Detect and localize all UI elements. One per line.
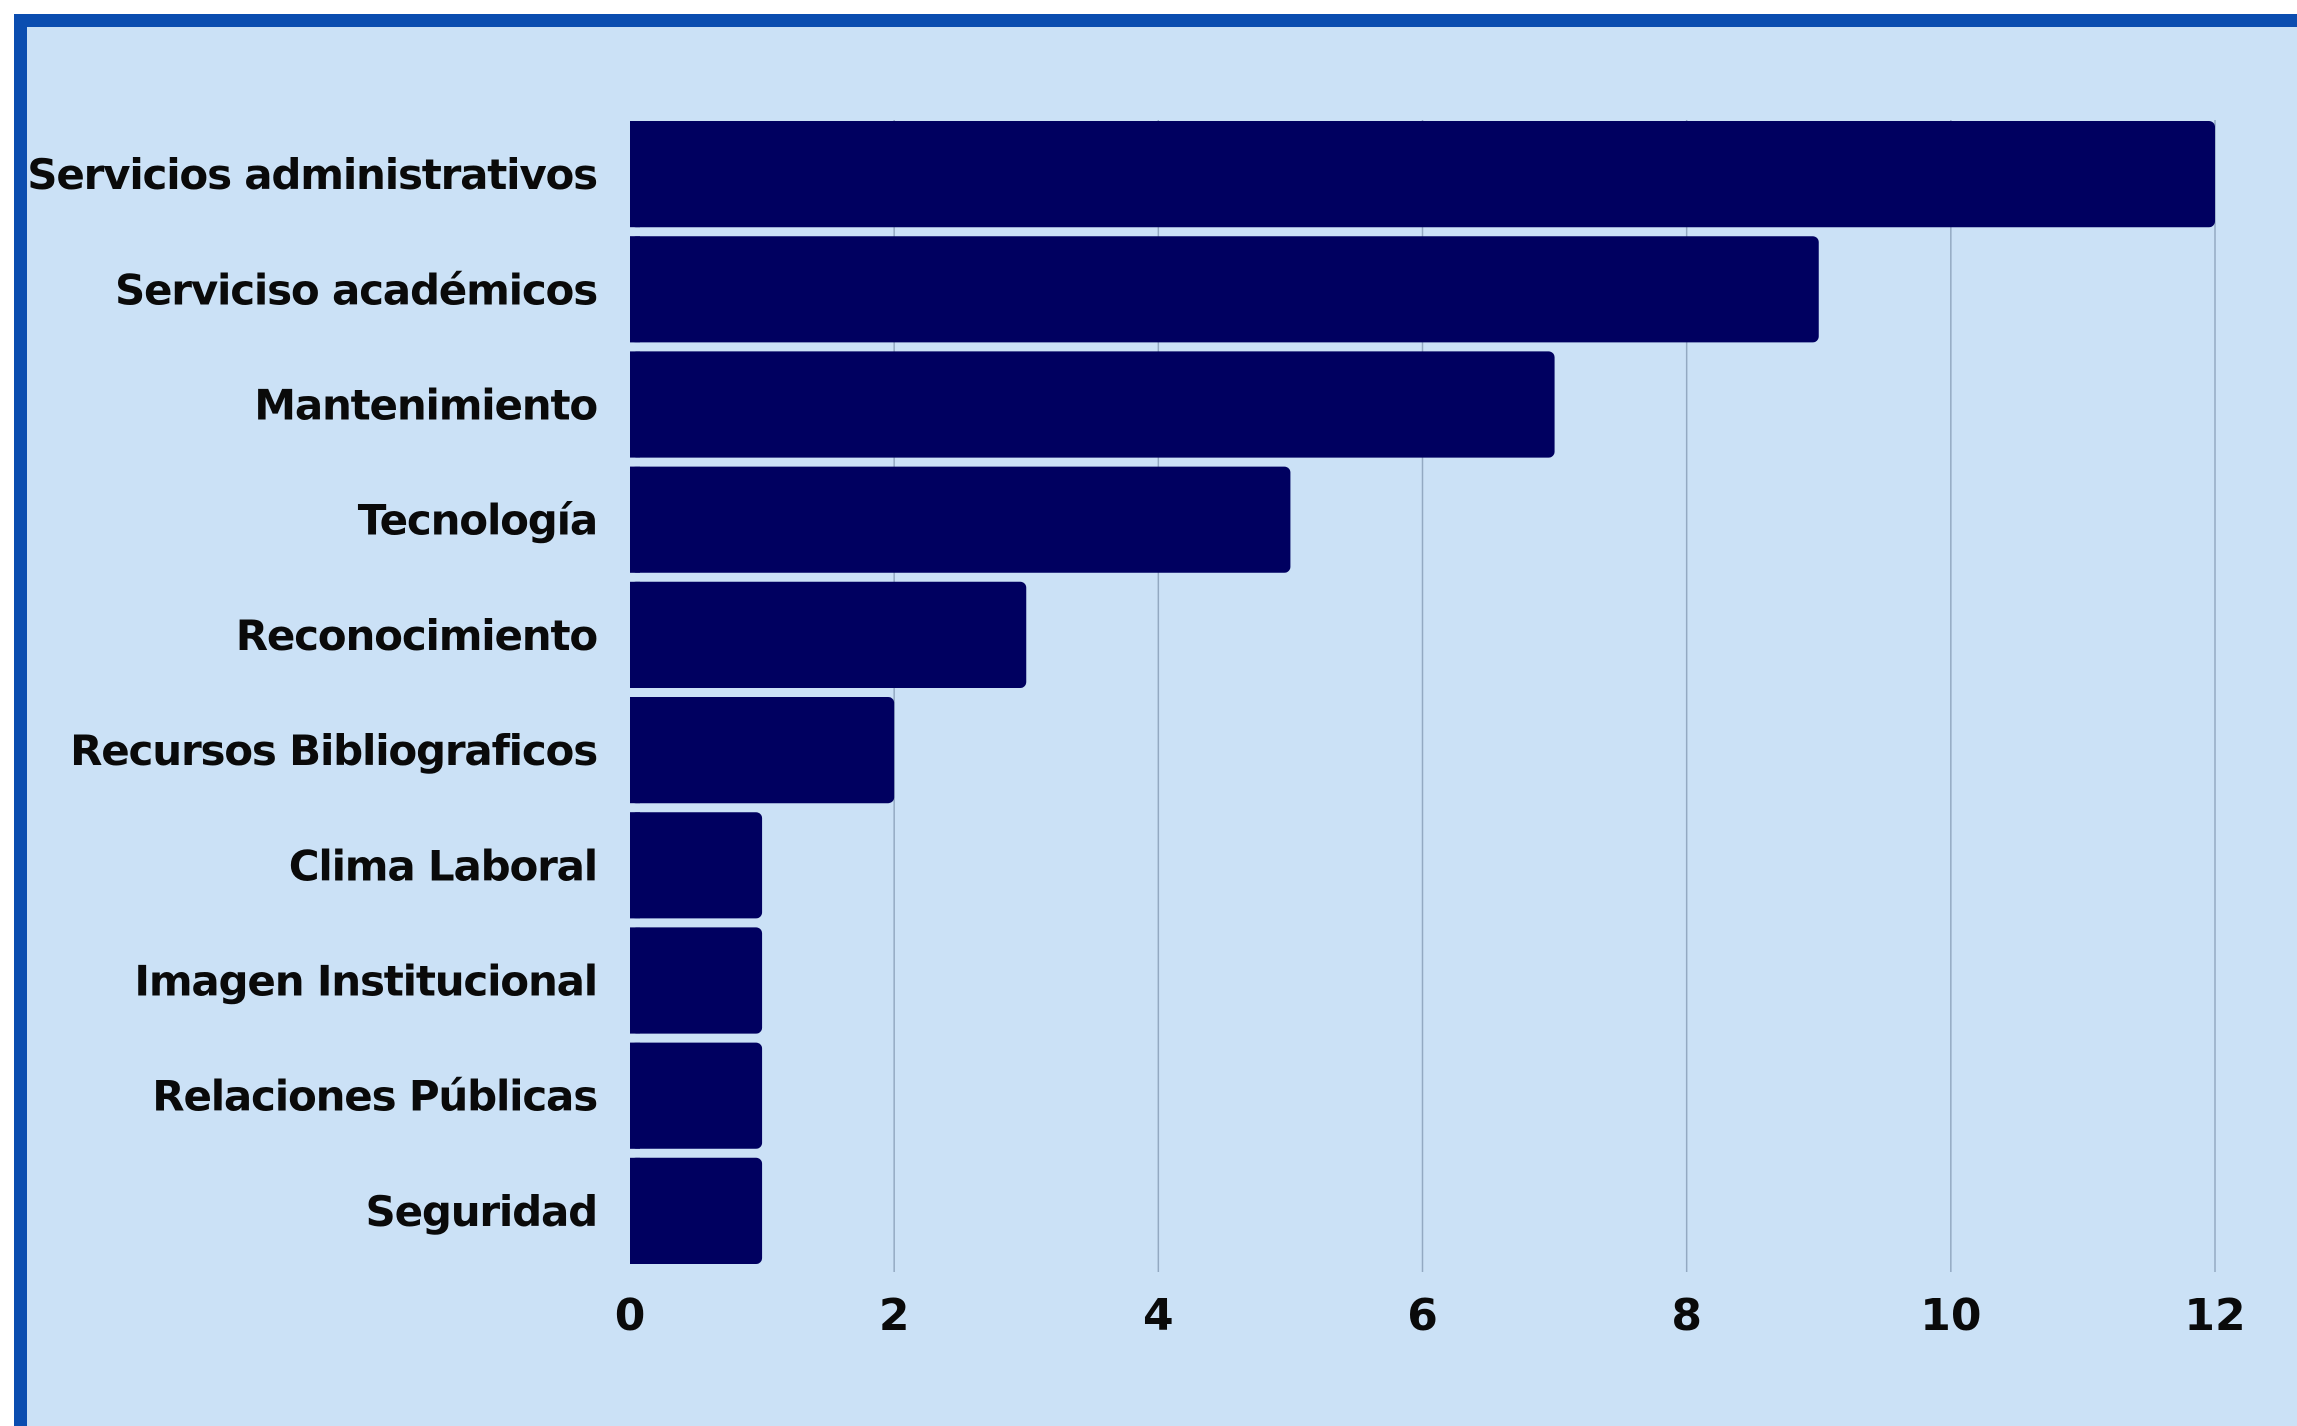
x-tick-label: 12: [2184, 1290, 2245, 1341]
bar-edge: [630, 927, 640, 1034]
bar: [630, 236, 1819, 343]
bar-edge: [630, 697, 640, 804]
bar-edge: [630, 581, 640, 688]
bar-edge: [630, 351, 640, 458]
category-label: Recursos Bibliograficos: [70, 726, 597, 775]
category-label: Reconocimiento: [236, 611, 598, 660]
bar: [630, 1157, 763, 1264]
category-label: Tecnología: [358, 496, 597, 545]
x-tick-label: 0: [615, 1290, 646, 1341]
category-label: Servicios administrativos: [27, 150, 597, 199]
bar: [630, 351, 1555, 458]
bar-edge: [630, 121, 640, 228]
category-label: Relaciones Públicas: [152, 1072, 597, 1121]
bars: [630, 121, 2215, 1264]
bar-edge: [630, 812, 640, 919]
x-tick-label: 8: [1671, 1290, 1702, 1341]
bar: [630, 1042, 763, 1149]
bar: [630, 466, 1291, 573]
x-axis-ticks: 0 2 4 6 8 10 12: [615, 1290, 2246, 1341]
category-label: Imagen Institucional: [134, 957, 597, 1006]
bar: [630, 697, 895, 804]
bar-edge: [630, 466, 640, 573]
x-tick-label: 6: [1407, 1290, 1438, 1341]
category-label: Seguridad: [366, 1187, 597, 1236]
category-label: Serviciso académicos: [115, 265, 597, 314]
category-labels: Servicios administrativos Serviciso acadé…: [27, 150, 598, 1236]
bar: [630, 121, 2215, 228]
x-tick-label: 4: [1143, 1290, 1174, 1341]
bar: [630, 927, 763, 1034]
category-label: Mantenimiento: [254, 381, 597, 430]
bar: [630, 581, 1027, 688]
bar-edge: [630, 1042, 640, 1149]
bar-edge: [630, 236, 640, 343]
x-tick-label: 2: [879, 1290, 910, 1341]
category-label: Clima Laboral: [289, 841, 597, 890]
bar-edge: [630, 1157, 640, 1264]
x-tick-label: 10: [1920, 1290, 1981, 1341]
bar: [630, 812, 763, 919]
